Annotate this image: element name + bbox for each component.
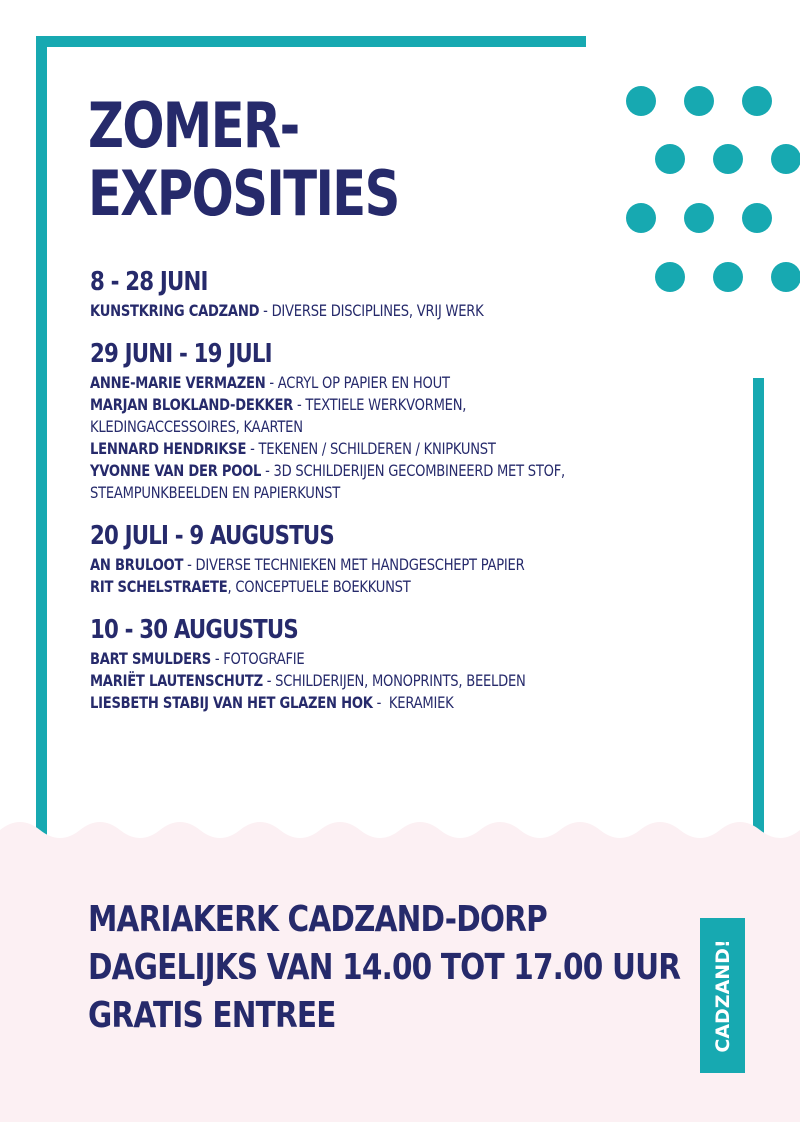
- venue-info: MARIAKERK CADZAND-DORP DAGELIJKS VAN 14.…: [88, 896, 800, 1040]
- artist-description: - TEXTIELE WERKVORMEN, KLEDINGACCESSOIRE…: [90, 395, 467, 436]
- admission-info: GRATIS ENTREE: [88, 995, 336, 1036]
- exhibition-section: 20 JULI - 9 AUGUSTUS AN BRULOOT - DIVERS…: [90, 518, 750, 598]
- dot: [771, 262, 800, 292]
- artist-description: - DIVERSE DISCIPLINES, VRIJ WERK: [259, 301, 484, 320]
- artist-description: - 3D SCHILDERIJEN GECOMBINEERD MET STOF,…: [90, 461, 565, 502]
- opening-hours: DAGELIJKS VAN 14.00 TOT 17.00 UUR: [88, 947, 681, 988]
- dot: [713, 144, 743, 174]
- artist-description: - ACRYL OP PAPIER EN HOUT: [265, 373, 450, 392]
- dot: [655, 144, 685, 174]
- pink-wave-background: [0, 822, 800, 1122]
- exhibition-date: 20 JULI - 9 AUGUSTUS: [90, 521, 335, 551]
- artist-description: - KERAMIEK: [372, 693, 454, 712]
- artist-name: MARIËT LAUTENSCHUTZ: [90, 671, 263, 690]
- artist-description: - FOTOGRAFIE: [210, 649, 305, 668]
- cadzand-badge: CADZAND!: [700, 918, 745, 1073]
- exhibition-list: 8 - 28 JUNI KUNSTKRING CADZAND - DIVERSE…: [90, 264, 750, 728]
- exhibition-date: 10 - 30 AUGUSTUS: [90, 615, 299, 645]
- title-line-2: EXPOSITIES: [88, 157, 400, 230]
- artist-name: BART SMULDERS: [90, 649, 211, 668]
- artist-entry: RIT SCHELSTRAETE, CONCEPTUELE BOEKKUNST: [90, 576, 738, 598]
- artist-entry: LENNARD HENDRIKSE - TEKENEN / SCHILDEREN…: [90, 438, 738, 460]
- exhibition-date: 29 JUNI - 19 JULI: [90, 339, 273, 369]
- exhibition-date: 8 - 28 JUNI: [90, 267, 208, 297]
- dot: [655, 262, 685, 292]
- dot: [626, 203, 656, 233]
- frame-right-border: [753, 378, 764, 1078]
- exhibition-section: 8 - 28 JUNI KUNSTKRING CADZAND - DIVERSE…: [90, 264, 750, 322]
- artist-name: AN BRULOOT: [90, 555, 184, 574]
- dot: [742, 86, 772, 116]
- venue-location: MARIAKERK CADZAND-DORP: [88, 899, 548, 940]
- dot: [771, 144, 800, 174]
- dot: [684, 86, 714, 116]
- badge-label: CADZAND!: [711, 938, 734, 1053]
- dot: [684, 203, 714, 233]
- artist-name: YVONNE VAN DER POOL: [90, 461, 262, 480]
- dot: [742, 203, 772, 233]
- page-title: ZOMER- EXPOSITIES: [88, 89, 400, 230]
- artist-entry: KUNSTKRING CADZAND - DIVERSE DISCIPLINES…: [90, 300, 738, 322]
- artist-description: - SCHILDERIJEN, MONOPRINTS, BEELDEN: [262, 671, 526, 690]
- dot: [626, 86, 656, 116]
- artist-name: ANNE-MARIE VERMAZEN: [90, 373, 266, 392]
- dot: [713, 262, 743, 292]
- artist-description: - DIVERSE TECHNIEKEN MET HANDGESCHEPT PA…: [183, 555, 525, 574]
- artist-entry: ANNE-MARIE VERMAZEN - ACRYL OP PAPIER EN…: [90, 372, 738, 394]
- artist-entry: LIESBETH STABIJ VAN HET GLAZEN HOK - KER…: [90, 692, 738, 714]
- decorative-dots: [622, 86, 800, 298]
- artist-name: LENNARD HENDRIKSE: [90, 439, 247, 458]
- artist-description: - TEKENEN / SCHILDEREN / KNIPKUNST: [246, 439, 496, 458]
- artist-entry: BART SMULDERS - FOTOGRAFIE: [90, 648, 738, 670]
- artist-entry: MARJAN BLOKLAND-DEKKER - TEXTIELE WERKVO…: [90, 394, 516, 438]
- frame-left-border: [36, 36, 47, 898]
- artist-description: , CONCEPTUELE BOEKKUNST: [227, 577, 411, 596]
- artist-name: MARJAN BLOKLAND-DEKKER: [90, 395, 294, 414]
- artist-name: RIT SCHELSTRAETE: [90, 577, 228, 596]
- artist-entry: MARIËT LAUTENSCHUTZ - SCHILDERIJEN, MONO…: [90, 670, 738, 692]
- exhibition-section: 29 JUNI - 19 JULI ANNE-MARIE VERMAZEN - …: [90, 336, 750, 504]
- title-line-1: ZOMER-: [88, 89, 300, 162]
- frame-top-border: [36, 36, 586, 47]
- artist-name: LIESBETH STABIJ VAN HET GLAZEN HOK: [90, 693, 373, 712]
- exhibition-section: 10 - 30 AUGUSTUS BART SMULDERS - FOTOGRA…: [90, 612, 750, 714]
- artist-entry: AN BRULOOT - DIVERSE TECHNIEKEN MET HAND…: [90, 554, 738, 576]
- artist-name: KUNSTKRING CADZAND: [90, 301, 260, 320]
- artist-entry: YVONNE VAN DER POOL - 3D SCHILDERIJEN GE…: [90, 460, 641, 504]
